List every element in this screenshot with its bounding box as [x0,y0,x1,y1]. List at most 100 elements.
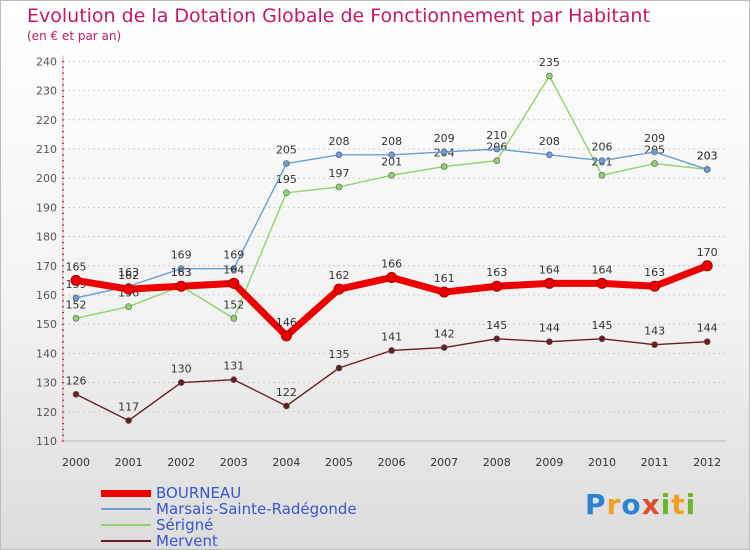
y-minor-tick [62,411,64,413]
legend-label: Mervent [156,532,218,550]
y-tick-label: 120 [36,406,57,419]
y-minor-tick [62,265,64,267]
data-point [440,148,448,156]
data-label: 126 [66,374,87,387]
data-point [333,283,345,295]
y-minor-tick [62,78,64,80]
y-minor-tick [62,259,64,261]
y-minor-tick [62,230,64,232]
y-minor-tick [62,387,64,390]
data-point [493,335,501,343]
data-label: 164 [592,263,613,276]
data-point [125,417,132,424]
data-label: 208 [329,135,350,148]
x-tick-label: 2011 [641,456,669,469]
legend-label: BOURNEAU [156,484,242,502]
y-tick-label: 160 [36,289,57,302]
data-point [228,277,240,289]
y-minor-tick [62,364,64,366]
data-point [230,376,238,383]
y-minor-tick [62,276,64,279]
y-minor-tick [62,382,64,384]
y-minor-tick [62,341,64,343]
y-minor-tick [62,253,64,255]
data-label: 163 [171,266,192,279]
data-label: 208 [539,135,560,148]
y-minor-tick [62,60,64,63]
y-minor-tick [62,347,64,349]
logo-letter: o [621,488,642,521]
y-minor-tick [62,282,64,285]
y-minor-tick [62,136,64,139]
data-label: 152 [223,298,244,311]
x-tick-label: 2003 [220,456,248,469]
y-minor-tick [62,393,64,395]
data-label: 210 [486,129,507,142]
x-tick-label: 2008 [483,456,511,469]
data-point [175,280,187,292]
y-minor-tick [62,440,64,442]
y-tick-label: 110 [36,435,57,448]
legend-swatch [101,540,151,542]
x-tick-label: 2009 [535,456,563,469]
data-point [123,283,135,295]
y-minor-tick [62,177,64,179]
data-point [651,160,658,167]
data-point [280,330,292,342]
data-label: 169 [223,249,244,262]
y-tick-label: 240 [36,55,57,68]
data-label: 166 [381,257,402,270]
y-minor-tick [62,148,64,150]
data-label: 205 [276,144,297,157]
data-point [598,157,606,164]
data-point [546,72,553,80]
legend-swatch [101,524,151,526]
y-minor-tick [62,352,64,355]
y-minor-tick [62,247,64,249]
data-label: 209 [644,132,665,145]
data-label: 208 [381,135,402,148]
data-label: 135 [329,348,350,361]
y-minor-tick [62,306,64,308]
data-point [649,280,661,292]
y-minor-tick [62,101,64,103]
y-minor-tick [62,218,64,220]
y-minor-tick [62,376,64,378]
y-tick-label: 220 [36,114,57,127]
data-label: 203 [697,149,718,162]
data-label: 163 [118,266,139,279]
data-point [543,277,555,289]
data-point [72,390,80,398]
proxiti-logo: Proxiti [585,488,696,521]
data-point [283,402,290,410]
data-label: 144 [539,322,560,335]
y-minor-tick [62,206,64,209]
data-point [335,364,343,372]
y-minor-tick [62,130,64,133]
y-tick-label: 170 [36,260,57,273]
data-point [283,189,290,197]
data-point [177,379,185,386]
y-tick-label: 200 [36,172,57,185]
y-minor-tick [62,212,64,214]
y-minor-tick [62,142,64,144]
x-tick-label: 2010 [588,456,616,469]
y-minor-tick [62,300,64,302]
y-minor-tick [62,171,64,174]
y-minor-tick [62,399,64,401]
logo-letter: t [671,488,686,521]
y-tick-label: 130 [36,377,57,390]
data-point [493,145,501,153]
legend-swatch [101,508,151,510]
y-minor-tick [62,288,64,290]
x-tick-label: 2001 [115,456,143,469]
legend-label: Marsais-Sainte-Radégonde [156,500,357,518]
data-label: 143 [644,325,665,338]
data-point [388,151,395,159]
y-minor-tick [62,323,64,325]
logo-letter: i [660,488,672,521]
y-minor-tick [62,405,64,407]
data-label: 206 [592,141,613,154]
y-minor-tick [62,107,64,109]
